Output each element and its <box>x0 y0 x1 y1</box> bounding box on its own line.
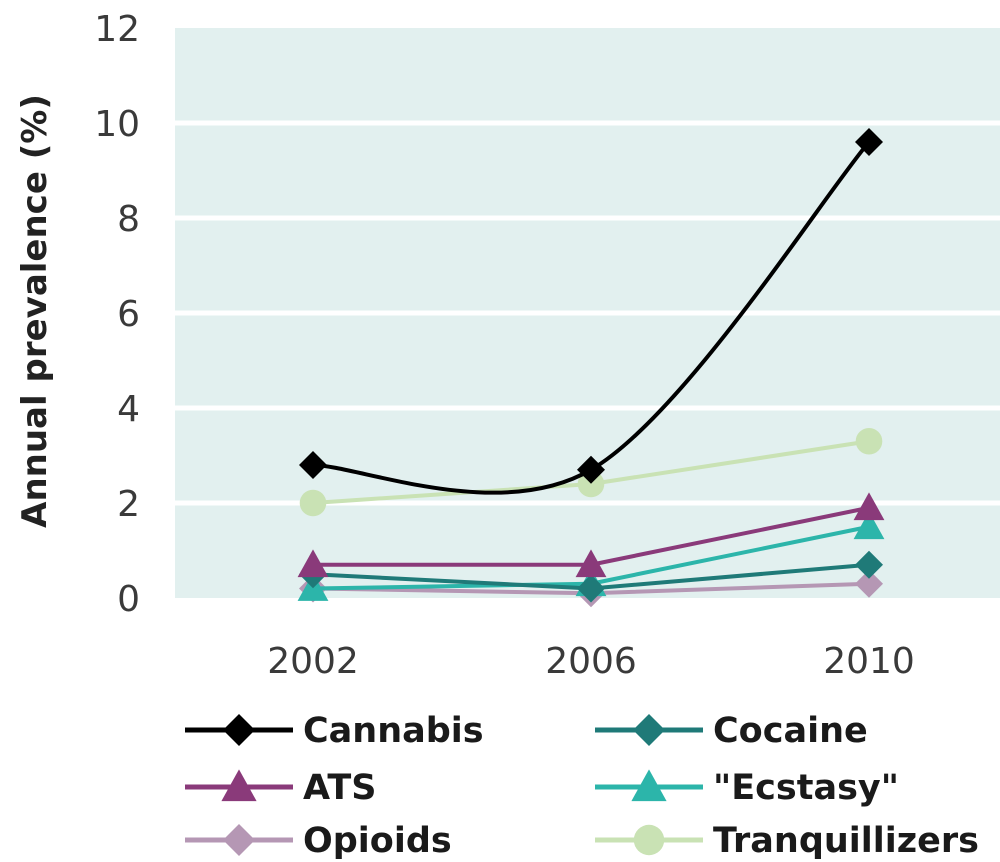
series-tranquillizers <box>299 427 883 517</box>
legend-label: Opioids <box>303 821 452 861</box>
legend-item: Cannabis <box>185 711 484 751</box>
data-point <box>299 489 327 517</box>
legend: Cannabis Cocaine ATS "Ecstasy" Opioids Tranqu… <box>185 711 979 861</box>
legend-label: Cannabis <box>303 711 484 751</box>
legend-item: ATS <box>185 768 376 808</box>
y-tick-label: 4 <box>117 389 140 430</box>
data-point <box>855 427 883 455</box>
x-tick-labels: 2002 2006 2010 <box>267 641 915 682</box>
legend-item: Opioids <box>185 821 452 861</box>
legend-marker <box>633 714 665 746</box>
legend-label: Tranquillizers <box>713 821 979 861</box>
legend-item: "Ecstasy" <box>595 768 899 808</box>
y-tick-label: 8 <box>117 199 140 240</box>
y-tick-label: 12 <box>94 9 140 50</box>
series-cannabis <box>299 128 883 495</box>
data-point <box>853 492 885 521</box>
data-point <box>577 470 605 498</box>
legend-item: Cocaine <box>595 711 868 751</box>
series-layer <box>297 128 885 608</box>
series-ats <box>297 492 885 578</box>
data-point <box>297 549 329 578</box>
y-tick-label: 0 <box>117 579 140 620</box>
legend-label: Cocaine <box>713 711 868 751</box>
data-point <box>855 128 883 156</box>
legend-marker <box>223 714 255 746</box>
legend-marker <box>223 824 255 856</box>
y-tick-labels: 0 2 4 6 8 10 12 <box>94 9 140 620</box>
y-tick-label: 2 <box>117 484 140 525</box>
y-tick-label: 6 <box>117 294 140 335</box>
legend-marker <box>631 769 667 802</box>
series-cocaine <box>299 550 883 603</box>
data-point <box>855 550 883 579</box>
x-tick-label: 2006 <box>545 641 637 682</box>
y-tick-label: 10 <box>94 104 140 145</box>
legend-marker <box>633 824 665 856</box>
legend-marker <box>221 769 257 802</box>
data-point <box>577 574 605 603</box>
data-point <box>577 455 605 484</box>
legend-label: ATS <box>303 768 376 808</box>
data-point <box>853 511 885 540</box>
legend-item: Tranquillizers <box>595 821 979 861</box>
legend-label: "Ecstasy" <box>713 768 899 808</box>
data-point <box>855 569 883 598</box>
y-axis-label: Annual prevalence (%) <box>15 94 55 528</box>
data-point <box>575 549 607 578</box>
x-tick-label: 2002 <box>267 641 359 682</box>
x-tick-label: 2010 <box>823 641 915 682</box>
data-point <box>299 451 327 479</box>
